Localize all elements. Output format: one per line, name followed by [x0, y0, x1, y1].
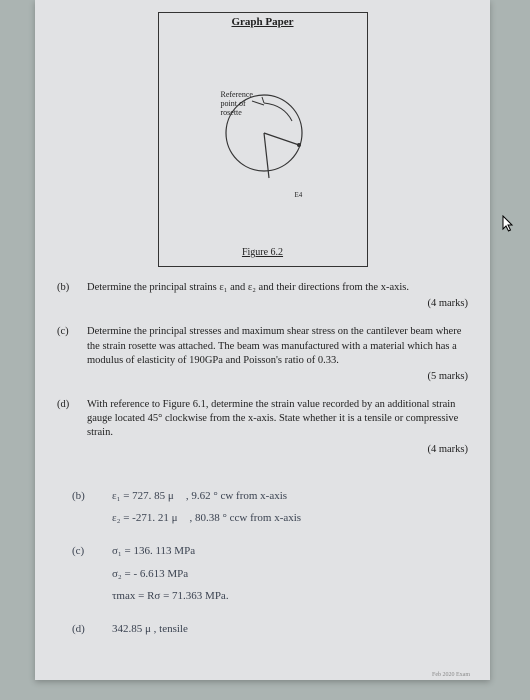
- hw-text: σ₁ = 136. 113 MPa: [112, 542, 195, 561]
- hw-label: [72, 565, 100, 584]
- hw-text: ε₂ = -271. 21 μ: [112, 509, 177, 528]
- question-marks: (4 marks): [87, 443, 468, 457]
- question-body: Determine the principal stresses and max…: [87, 325, 468, 384]
- hw-text: ε₁ = 727. 85 μ: [112, 487, 174, 506]
- question-c: (c) Determine the principal stresses and…: [57, 325, 468, 384]
- hw-text: , 80.38 ° ccw from x-axis: [189, 509, 301, 528]
- gauge-label-e4: E4: [295, 191, 303, 199]
- figure-caption: Figure 6.2: [159, 247, 367, 258]
- question-body: Determine the principal strains ε₁ and ε…: [87, 281, 468, 311]
- question-label: (b): [57, 281, 87, 311]
- figure-box: Graph Paper Reference point of rosette E…: [158, 12, 368, 267]
- question-text: Determine the principal strains ε₁ and ε…: [87, 282, 409, 293]
- question-d: (d) With reference to Figure 6.1, determ…: [57, 398, 468, 457]
- hw-answer-d: (d) 342.85 μ , tensile: [72, 620, 468, 639]
- hw-text: 342.85 μ , tensile: [112, 620, 188, 639]
- question-marks: (5 marks): [87, 370, 468, 384]
- hw-answer-c2: σ₂ = - 6.613 MPa: [72, 565, 468, 584]
- question-label: (d): [57, 398, 87, 457]
- hw-label: [72, 509, 100, 528]
- reference-label: Reference point of rosette: [221, 91, 253, 117]
- cursor-icon: [502, 215, 516, 233]
- question-b: (b) Determine the principal strains ε₁ a…: [57, 281, 468, 311]
- hw-text: , 9.62 ° cw from x-axis: [186, 487, 287, 506]
- question-text: With reference to Figure 6.1, determine …: [87, 399, 458, 438]
- hw-text: τmax = Rσ = 71.363 MPa.: [112, 587, 229, 606]
- hw-text: σ₂ = - 6.613 MPa: [112, 565, 188, 584]
- question-marks: (4 marks): [87, 297, 468, 311]
- question-label: (c): [57, 325, 87, 384]
- document-page: Graph Paper Reference point of rosette E…: [35, 0, 490, 680]
- figure-title: Graph Paper: [159, 16, 367, 28]
- hw-label: (d): [72, 620, 100, 639]
- hw-answer-c3: τmax = Rσ = 71.363 MPa.: [72, 587, 468, 606]
- hw-answer-c: (c) σ₁ = 136. 113 MPa: [72, 542, 468, 561]
- hw-answer-b2: ε₂ = -271. 21 μ , 80.38 ° ccw from x-axi…: [72, 509, 468, 528]
- question-text: Determine the principal stresses and max…: [87, 326, 461, 365]
- hw-label: [72, 587, 100, 606]
- hw-answer-b: (b) ε₁ = 727. 85 μ , 9.62 ° cw from x-ax…: [72, 487, 468, 506]
- handwritten-answers: (b) ε₁ = 727. 85 μ , 9.62 ° cw from x-ax…: [57, 487, 468, 639]
- footer-text: Feb 2020 Exam: [432, 672, 470, 678]
- ref-label-line: rosette: [221, 109, 253, 118]
- hw-label: (b): [72, 487, 100, 506]
- question-body: With reference to Figure 6.1, determine …: [87, 398, 468, 457]
- hw-label: (c): [72, 542, 100, 561]
